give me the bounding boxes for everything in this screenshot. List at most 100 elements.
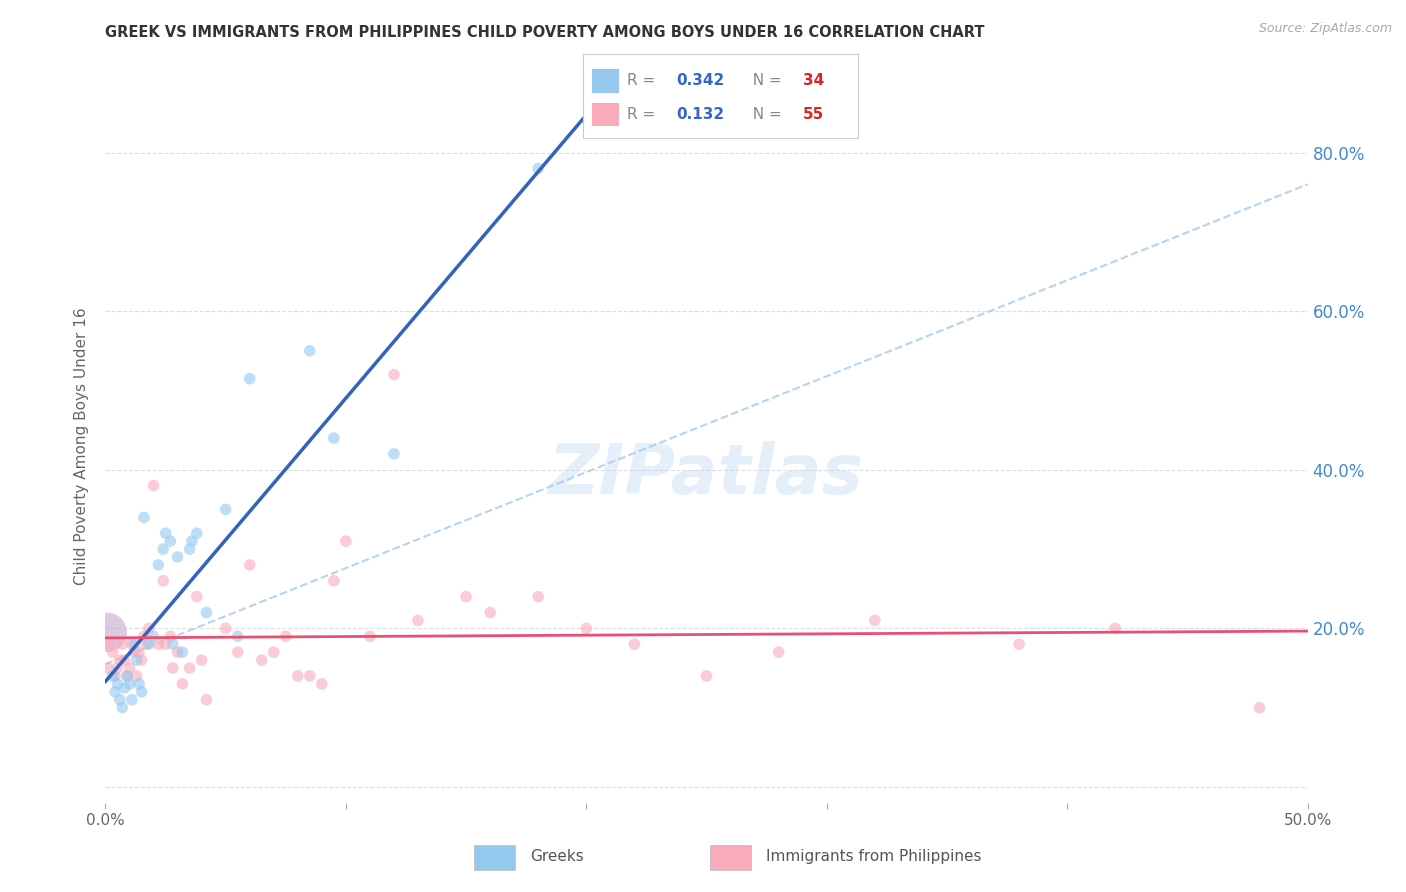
Point xyxy=(132,510,155,524)
Point xyxy=(101,669,124,683)
Point xyxy=(214,502,236,516)
Point xyxy=(768,645,790,659)
Text: N =: N = xyxy=(742,107,786,122)
Point xyxy=(108,692,131,706)
Point xyxy=(195,692,218,706)
Point xyxy=(128,645,150,659)
Bar xyxy=(592,69,619,93)
Point xyxy=(104,669,127,683)
Point xyxy=(155,526,177,541)
Point xyxy=(96,625,118,640)
Point xyxy=(142,629,165,643)
Point xyxy=(124,645,146,659)
Point xyxy=(97,661,120,675)
Point xyxy=(527,590,550,604)
Point xyxy=(111,700,134,714)
Bar xyxy=(592,103,619,127)
Point xyxy=(623,637,645,651)
Point xyxy=(162,661,184,675)
Point xyxy=(132,629,155,643)
Point xyxy=(382,447,405,461)
Point xyxy=(114,681,136,695)
Point xyxy=(118,661,141,675)
Point xyxy=(1104,621,1126,635)
Point xyxy=(107,677,129,691)
Point xyxy=(179,661,201,675)
Point xyxy=(179,542,201,557)
Point xyxy=(118,677,141,691)
Point xyxy=(166,549,188,564)
Point xyxy=(359,629,381,643)
Point xyxy=(287,669,309,683)
Point xyxy=(250,653,273,667)
Point xyxy=(181,534,204,549)
Point xyxy=(115,669,138,683)
Point xyxy=(135,637,157,651)
Point xyxy=(1249,700,1271,714)
Point xyxy=(863,614,886,628)
Point xyxy=(190,653,212,667)
Point xyxy=(172,677,194,691)
Point xyxy=(159,534,181,549)
Point xyxy=(121,637,143,651)
Point xyxy=(454,590,477,604)
Point xyxy=(98,637,121,651)
Bar xyxy=(474,846,515,870)
Point xyxy=(214,621,236,635)
Point xyxy=(298,343,321,358)
Point xyxy=(124,637,146,651)
Bar xyxy=(710,846,751,870)
Point xyxy=(239,558,262,572)
Point xyxy=(263,645,285,659)
Point xyxy=(115,669,138,683)
Point xyxy=(104,685,127,699)
Point xyxy=(125,669,148,683)
Text: N =: N = xyxy=(742,73,786,88)
Point xyxy=(1008,637,1031,651)
Point xyxy=(527,161,550,176)
Point xyxy=(166,645,188,659)
Point xyxy=(335,534,357,549)
Point xyxy=(148,558,170,572)
Point xyxy=(108,653,131,667)
Point xyxy=(382,368,405,382)
Text: Greeks: Greeks xyxy=(530,849,583,863)
Point xyxy=(274,629,297,643)
Point xyxy=(138,621,160,635)
Text: ZIPatlas: ZIPatlas xyxy=(548,441,865,508)
Point xyxy=(162,637,184,651)
Point xyxy=(114,653,136,667)
Point xyxy=(128,677,150,691)
Point xyxy=(322,574,344,588)
Text: R =: R = xyxy=(627,107,665,122)
Point xyxy=(155,637,177,651)
Text: 34: 34 xyxy=(803,73,824,88)
Point xyxy=(101,645,124,659)
Point xyxy=(148,637,170,651)
Point xyxy=(125,653,148,667)
Text: 0.132: 0.132 xyxy=(676,107,725,122)
Point xyxy=(239,371,262,385)
Point xyxy=(131,653,153,667)
Point xyxy=(159,629,181,643)
Text: Source: ZipAtlas.com: Source: ZipAtlas.com xyxy=(1258,22,1392,36)
Point xyxy=(172,645,194,659)
Text: Immigrants from Philippines: Immigrants from Philippines xyxy=(766,849,981,863)
Point xyxy=(107,661,129,675)
Point xyxy=(152,542,174,557)
Point xyxy=(131,685,153,699)
Text: 0.342: 0.342 xyxy=(676,73,725,88)
Point xyxy=(311,677,333,691)
Point xyxy=(138,637,160,651)
Point xyxy=(186,526,208,541)
Text: GREEK VS IMMIGRANTS FROM PHILIPPINES CHILD POVERTY AMONG BOYS UNDER 16 CORRELATI: GREEK VS IMMIGRANTS FROM PHILIPPINES CHI… xyxy=(105,25,986,40)
Point xyxy=(152,574,174,588)
Point xyxy=(226,629,249,643)
Point xyxy=(322,431,344,445)
Point xyxy=(111,637,134,651)
Point xyxy=(479,606,502,620)
Text: 55: 55 xyxy=(803,107,824,122)
Point xyxy=(226,645,249,659)
Point xyxy=(575,621,598,635)
Point xyxy=(298,669,321,683)
